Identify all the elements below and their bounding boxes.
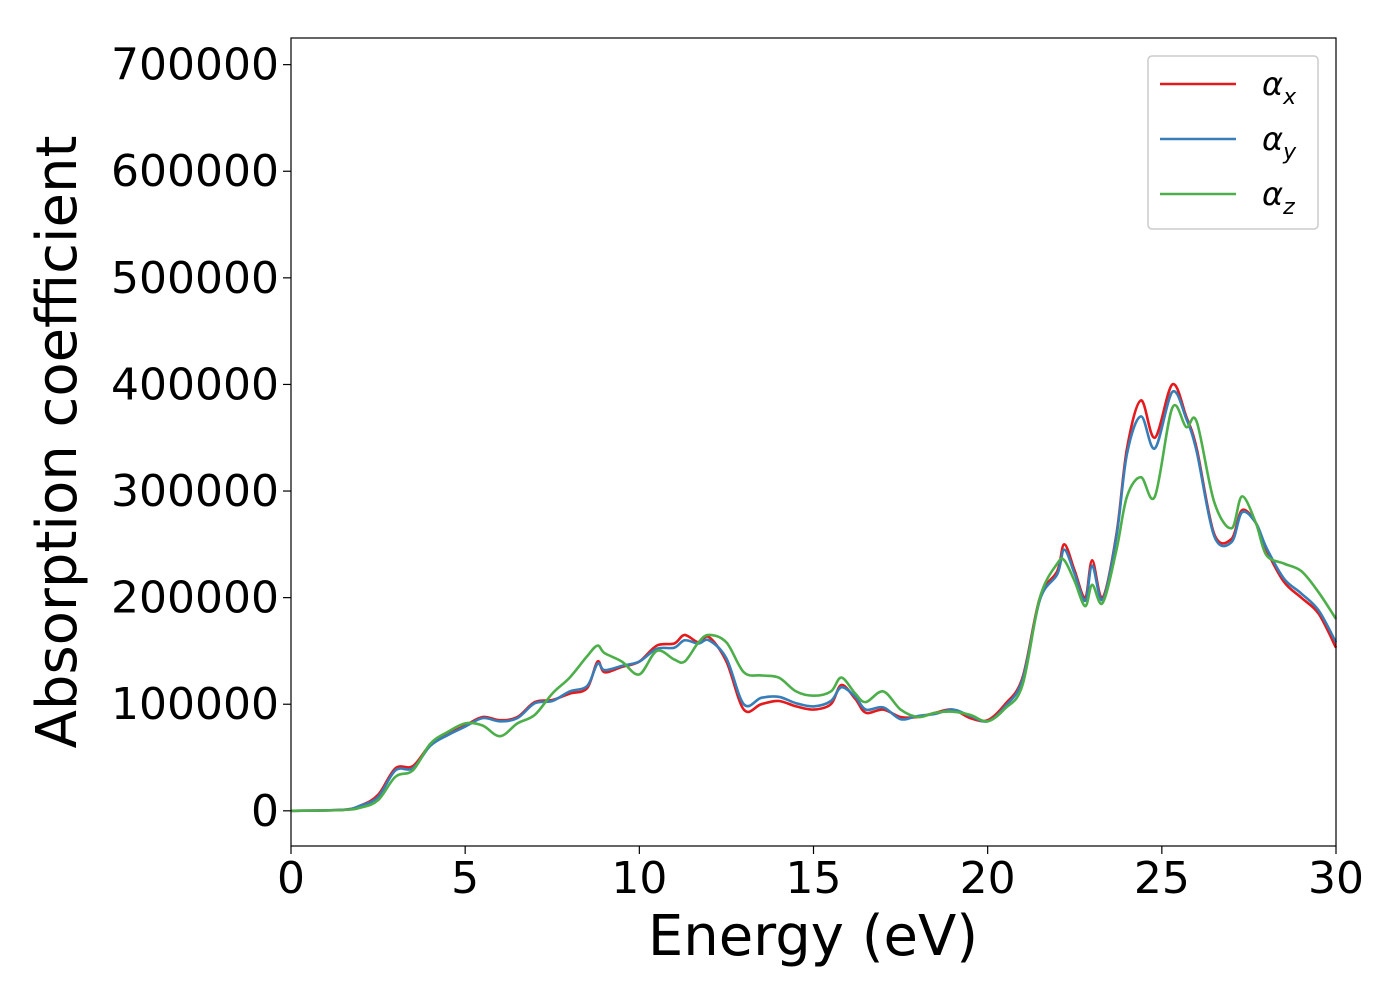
y-axis-ticks: 0 100000 200000 300000 400000 500000 600000 700… <box>111 40 291 837</box>
y-tick-label: 400000 <box>111 359 279 410</box>
y-tick-label: 0 <box>251 786 279 837</box>
x-tick-label: 10 <box>611 853 667 904</box>
y-tick-label: 700000 <box>111 40 279 91</box>
y-axis-title: Absorption coefficient <box>25 136 90 749</box>
legend-label-y: αy <box>1262 120 1297 165</box>
y-tick-label: 300000 <box>111 466 279 517</box>
x-tick-label: 5 <box>451 853 479 904</box>
legend-frame <box>1147 55 1319 230</box>
x-tick-label: 15 <box>786 853 842 904</box>
series-layer <box>290 383 1338 813</box>
x-tick-label: 0 <box>277 853 305 904</box>
legend-label-z: αz <box>1262 175 1295 220</box>
series-line-y <box>290 389 1338 813</box>
y-tick-label: 200000 <box>111 573 279 624</box>
y-tick-label: 600000 <box>111 146 279 197</box>
x-axis-title: Energy (eV) <box>648 904 978 969</box>
x-tick-label: 30 <box>1308 853 1364 904</box>
y-tick-label: 500000 <box>111 253 279 304</box>
x-axis-ticks: 0 5 10 15 20 25 30 <box>277 846 1364 904</box>
x-tick-label: 20 <box>960 853 1016 904</box>
x-tick-label: 25 <box>1134 853 1190 904</box>
legend-label-x: αx <box>1262 65 1297 110</box>
y-tick-label: 100000 <box>111 679 279 730</box>
series-line-z <box>290 404 1338 813</box>
legend: αx αy αz <box>1147 55 1319 230</box>
